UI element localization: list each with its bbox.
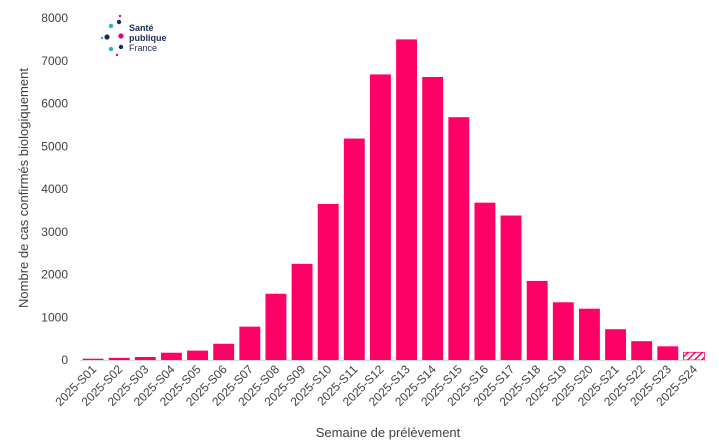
bar-2025-s24 (683, 351, 705, 361)
x-axis: 2025-S012025-S022025-S032025-S042025-S05… (52, 360, 707, 409)
bar-2025-s16 (474, 202, 496, 360)
bar-2025-s02 (108, 357, 130, 360)
bar-2025-s15 (448, 117, 470, 361)
logo-dot (118, 14, 122, 18)
sante-publique-france-logo: Santé publique France (100, 14, 167, 57)
y-tick-label: 4000 (41, 182, 68, 196)
bar-2025-s12 (369, 74, 391, 361)
bar-2025-s07 (239, 326, 261, 360)
logo-dot (108, 46, 114, 52)
logo-line-3: France (129, 43, 157, 53)
bar-2025-s04 (160, 352, 182, 360)
y-tick-label: 7000 (41, 54, 68, 68)
bar-2025-s20 (578, 308, 600, 360)
logo-dot (100, 36, 104, 40)
bar-2025-s05 (187, 350, 209, 360)
bar-2025-s01 (82, 358, 104, 360)
logo-line-1: Santé (129, 23, 154, 33)
y-tick-label: 0 (61, 353, 68, 367)
bar-2025-s11 (343, 138, 365, 360)
bars (82, 39, 705, 361)
bar-2025-s17 (500, 215, 522, 360)
bar-2025-s03 (134, 357, 156, 360)
y-tick-label: 6000 (41, 97, 68, 111)
logo-dot (118, 33, 124, 39)
bar-2025-s19 (552, 302, 574, 360)
x-axis-title: Semaine de prélèvement (316, 425, 461, 440)
logo-dot (118, 44, 124, 50)
bar-2025-s14 (422, 76, 444, 361)
y-tick-label: 3000 (41, 225, 68, 239)
bar-2025-s18 (526, 280, 548, 360)
logo-dot (115, 53, 119, 57)
bar-2025-s13 (396, 39, 418, 360)
y-axis: 0 1000 2000 3000 4000 5000 6000 7000 8000 (41, 11, 68, 367)
bar-2025-s06 (213, 343, 235, 360)
logo-dot (116, 19, 122, 25)
bar-2025-s09 (291, 263, 313, 360)
bar-2025-s10 (317, 203, 339, 360)
y-tick-label: 8000 (41, 11, 68, 25)
logo-line-2: publique (129, 33, 167, 43)
bar-2025-s23 (657, 346, 679, 360)
logo-dot (108, 23, 114, 29)
y-axis-title: Nombre de cas confirmés biologiquement (16, 68, 31, 308)
y-tick-label: 2000 (41, 268, 68, 282)
y-tick-label: 1000 (41, 310, 68, 324)
bar-2025-s22 (631, 341, 653, 360)
logo-dot (104, 34, 110, 40)
y-tick-label: 5000 (41, 139, 68, 153)
bar-2025-s08 (265, 293, 287, 360)
bar-2025-s21 (605, 329, 627, 360)
